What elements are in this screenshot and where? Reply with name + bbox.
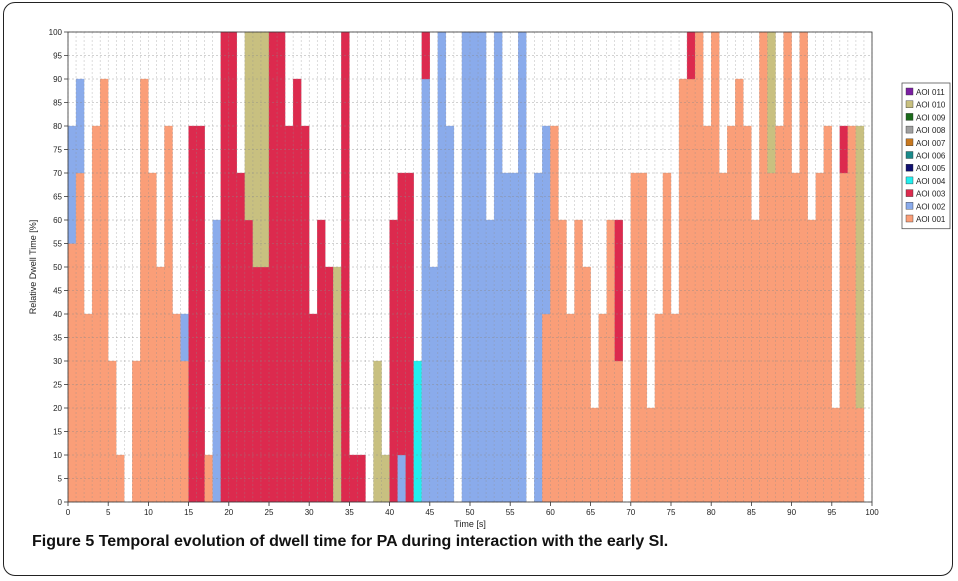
x-tick-label-30: 30 bbox=[305, 508, 314, 517]
x-tick-label-10: 10 bbox=[144, 508, 153, 517]
grid-layer bbox=[67, 31, 873, 503]
y-tick-label-0: 0 bbox=[58, 498, 63, 507]
x-tick-label-45: 45 bbox=[425, 508, 434, 517]
x-tick-label-85: 85 bbox=[747, 508, 756, 517]
bar-aoi-003-t68 bbox=[614, 219, 623, 362]
y-tick-label-10: 10 bbox=[53, 451, 62, 460]
legend-label-aoi-003: AOI 003 bbox=[916, 190, 946, 199]
y-tick-label-15: 15 bbox=[53, 428, 62, 437]
x-tick-label-55: 55 bbox=[506, 508, 515, 517]
x-tick-label-80: 80 bbox=[707, 508, 716, 517]
x-tick-label-25: 25 bbox=[265, 508, 274, 517]
axes-layer: 0510152025303540455055606570758085909510… bbox=[49, 28, 880, 517]
legend: AOI 011 AOI 010 AOI 009 AOI 008 AOI 007 AOI 0… bbox=[901, 82, 951, 230]
y-axis-label: Relative Dwell Time [%] bbox=[28, 220, 38, 315]
legend-swatch-aoi-006 bbox=[905, 151, 914, 159]
x-tick-label-50: 50 bbox=[466, 508, 475, 517]
legend-swatch-aoi-009 bbox=[905, 113, 914, 121]
x-tick-label-75: 75 bbox=[667, 508, 676, 517]
bar-aoi-010-t98 bbox=[855, 125, 865, 409]
legend-swatch-aoi-010 bbox=[905, 100, 914, 108]
caption-text: Temporal evolution of dwell time for PA … bbox=[98, 533, 669, 550]
caption-label: Figure 5 bbox=[32, 533, 95, 550]
legend-label-aoi-009: AOI 009 bbox=[916, 113, 946, 122]
y-tick-label-65: 65 bbox=[53, 193, 62, 202]
y-tick-label-35: 35 bbox=[53, 334, 62, 343]
x-tick-label-0: 0 bbox=[66, 508, 71, 517]
legend-label-aoi-004: AOI 004 bbox=[916, 177, 946, 186]
legend-label-aoi-011: AOI 011 bbox=[916, 88, 945, 97]
x-tick-label-20: 20 bbox=[224, 508, 233, 517]
legend-swatch-aoi-011 bbox=[905, 87, 914, 96]
x-tick-label-70: 70 bbox=[626, 508, 635, 517]
x-tick-label-95: 95 bbox=[827, 508, 836, 517]
y-tick-label-95: 95 bbox=[53, 52, 62, 61]
y-tick-label-50: 50 bbox=[53, 263, 62, 272]
x-tick-label-5: 5 bbox=[106, 508, 111, 517]
bar-aoi-002-t0 bbox=[67, 125, 77, 244]
legend-label-aoi-008: AOI 008 bbox=[916, 126, 946, 135]
legend-swatch-aoi-002 bbox=[905, 202, 914, 210]
legend-swatch-aoi-007 bbox=[905, 138, 914, 147]
legend-label-aoi-007: AOI 007 bbox=[916, 139, 946, 148]
stacked-bar-chart: 0510152025303540455055606570758085909510… bbox=[28, 28, 951, 529]
x-tick-label-40: 40 bbox=[385, 508, 394, 517]
y-tick-label-55: 55 bbox=[53, 240, 62, 249]
legend-label-aoi-006: AOI 006 bbox=[916, 152, 946, 161]
legend-label-aoi-001: AOI 001 bbox=[916, 215, 946, 224]
y-tick-label-40: 40 bbox=[53, 310, 62, 319]
legend-swatch-aoi-003 bbox=[905, 189, 914, 197]
legend-label-aoi-005: AOI 005 bbox=[916, 164, 946, 173]
figure-frame: 0 5 10 15 20 25 30 35 40 45 50 55 60 65 70 75 80 85 90 95 10… bbox=[3, 2, 953, 576]
bar-aoi-001-t0 bbox=[67, 243, 77, 503]
x-axis-label: Time [s] bbox=[454, 519, 486, 529]
y-tick-label-80: 80 bbox=[53, 122, 62, 131]
y-tick-label-70: 70 bbox=[53, 169, 62, 178]
figure-caption: Figure 5 Temporal evolution of dwell tim… bbox=[32, 533, 668, 551]
y-tick-label-30: 30 bbox=[53, 357, 62, 366]
legend-label-aoi-010: AOI 010 bbox=[916, 101, 946, 110]
x-tick-label-35: 35 bbox=[345, 508, 354, 517]
legend-label-aoi-002: AOI 002 bbox=[916, 202, 946, 211]
legend-swatch-aoi-004 bbox=[905, 176, 914, 185]
y-tick-label-100: 100 bbox=[49, 28, 63, 37]
y-tick-label-75: 75 bbox=[53, 146, 62, 155]
x-tick-label-65: 65 bbox=[586, 508, 595, 517]
x-tick-label-60: 60 bbox=[546, 508, 555, 517]
y-tick-label-5: 5 bbox=[58, 475, 63, 484]
x-tick-label-90: 90 bbox=[787, 508, 796, 517]
y-tick-label-85: 85 bbox=[53, 99, 62, 108]
y-tick-label-25: 25 bbox=[53, 381, 62, 390]
legend-swatch-aoi-008 bbox=[905, 125, 914, 134]
legend-swatch-aoi-005 bbox=[905, 163, 914, 172]
x-tick-label-15: 15 bbox=[184, 508, 193, 517]
legend-swatch-aoi-001 bbox=[905, 214, 914, 223]
x-tick-label-100: 100 bbox=[865, 508, 879, 517]
y-tick-label-90: 90 bbox=[53, 75, 62, 84]
y-tick-label-20: 20 bbox=[53, 404, 62, 413]
y-tick-label-60: 60 bbox=[53, 216, 62, 225]
y-tick-label-45: 45 bbox=[53, 287, 62, 296]
